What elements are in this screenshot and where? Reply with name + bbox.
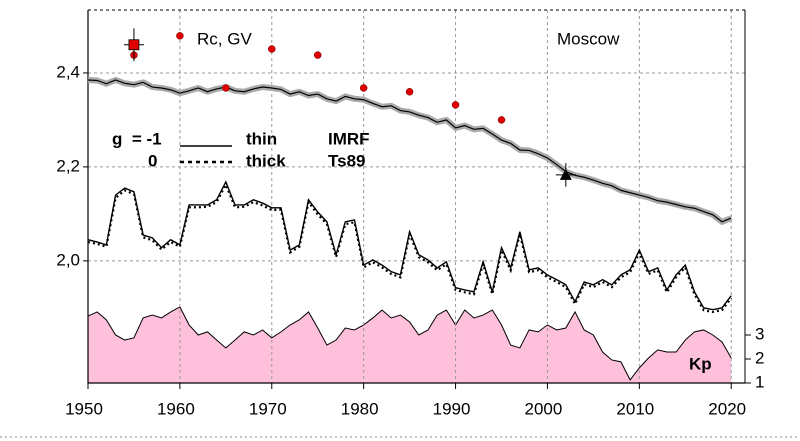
rc-point [359, 84, 368, 92]
marker-square [128, 39, 140, 51]
rc-point [176, 32, 184, 40]
x-tick-label: 2010 [616, 399, 654, 418]
x-tick-label: 1960 [157, 399, 195, 418]
rc-point [313, 51, 322, 59]
location-label: Moscow [557, 29, 620, 48]
y-tick-label: 2,2 [56, 156, 80, 175]
x-tick-label: 2000 [525, 399, 563, 418]
upper-line [87, 79, 732, 223]
rc-point [268, 45, 276, 53]
legend-model: IMRF [328, 129, 370, 148]
series-line [87, 182, 733, 314]
rc-point [405, 87, 414, 96]
kp-label: Kp [689, 354, 712, 373]
x-tick-label: 1950 [65, 399, 103, 418]
rc-point [222, 84, 230, 92]
legend-model: Ts89 [328, 151, 366, 170]
y2-tick-label: 1 [755, 372, 764, 391]
kp-line [87, 306, 732, 381]
x-tick-label: 1990 [433, 399, 471, 418]
y2-tick-label: 2 [755, 348, 764, 367]
y-tick-label: 2,4 [56, 62, 80, 81]
x-tick-label: 1980 [341, 399, 379, 418]
y-tick-label: 2,0 [56, 250, 80, 269]
y2-tick-label: 3 [755, 324, 764, 343]
x-tick-label: 1970 [249, 399, 287, 418]
x-tick-label: 2020 [708, 399, 746, 418]
kp-area [88, 306, 732, 383]
rc-point [451, 101, 460, 109]
legend-label: thin [246, 129, 277, 148]
rc-label: Rc, GV [197, 29, 252, 48]
legend-g: g = -1 [112, 129, 162, 148]
rc-point [497, 116, 506, 124]
marker-triangle [559, 168, 572, 180]
legend-g0: 0 [148, 151, 157, 170]
legend-label: thick [246, 151, 286, 170]
